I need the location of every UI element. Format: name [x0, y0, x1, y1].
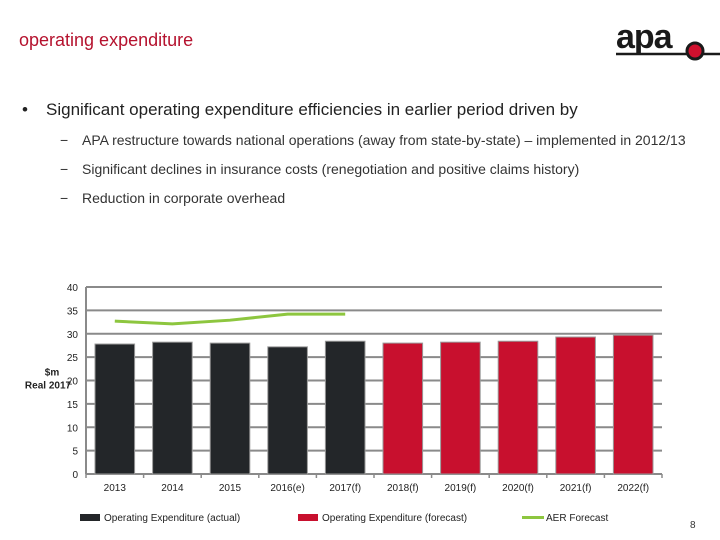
x-tick-label: 2018(f)	[387, 483, 419, 494]
legend-label: AER Forecast	[546, 513, 608, 524]
y-axis-label: Real 2017	[25, 381, 72, 392]
y-tick-label: 30	[67, 330, 79, 341]
bullet-text: Significant operating expenditure effici…	[46, 100, 578, 119]
x-tick-label: 2020(f)	[502, 483, 534, 494]
y-tick-label: 40	[67, 283, 79, 294]
bar	[382, 342, 424, 475]
bar	[94, 343, 136, 475]
svg-text:apa: apa	[616, 18, 674, 56]
bullet-marker: •	[22, 100, 28, 119]
legend-swatch	[298, 514, 318, 521]
y-axis-label: $m	[45, 368, 60, 379]
sub-bullet-text: APA restructure towards national operati…	[82, 132, 686, 148]
y-tick-label: 35	[67, 306, 79, 317]
y-tick-label: 5	[72, 447, 78, 458]
sub-bullet-text: Significant declines in insurance costs …	[82, 161, 580, 177]
dash-marker: −	[60, 132, 69, 148]
y-tick-label: 25	[67, 353, 79, 364]
x-tick-label: 2013	[104, 483, 127, 494]
bar	[612, 334, 654, 475]
bullet: • Significant operating expenditure effi…	[22, 100, 578, 120]
y-tick-label: 0	[72, 470, 78, 481]
bar	[324, 340, 366, 475]
y-tick-label: 10	[67, 423, 79, 434]
page-number: 8	[690, 520, 696, 531]
x-tick-label: 2021(f)	[560, 483, 592, 494]
x-tick-label: 2014	[161, 483, 184, 494]
y-tick-label: 20	[67, 377, 79, 388]
x-tick-label: 2022(f)	[617, 483, 649, 494]
sub-bullet-text: Reduction in corporate overhead	[82, 190, 286, 206]
x-tick-label: 2019(f)	[445, 483, 477, 494]
legend-swatch	[80, 514, 100, 521]
dash-marker: −	[60, 190, 69, 206]
apa-logo: apa	[616, 18, 720, 61]
dash-marker: −	[60, 161, 69, 177]
bar	[209, 342, 251, 475]
x-tick-label: 2017(f)	[329, 483, 361, 494]
aer-forecast-line	[114, 312, 346, 326]
legend-label: Operating Expenditure (forecast)	[322, 513, 467, 524]
bar	[152, 341, 193, 475]
bar	[267, 346, 308, 475]
x-tick-label: 2016(e)	[270, 483, 304, 494]
x-tick-label: 2015	[219, 483, 242, 494]
legend-label: Operating Expenditure (actual)	[104, 513, 240, 524]
bar	[555, 336, 596, 475]
page-title: operating expenditure	[19, 30, 194, 50]
y-tick-label: 15	[67, 400, 79, 411]
bar	[440, 341, 481, 475]
opex-chart: 0 5 10 15 20 25 30 35 40 $m Real 2017 2013 2014 2015 2…	[25, 283, 663, 524]
bar	[497, 340, 539, 475]
